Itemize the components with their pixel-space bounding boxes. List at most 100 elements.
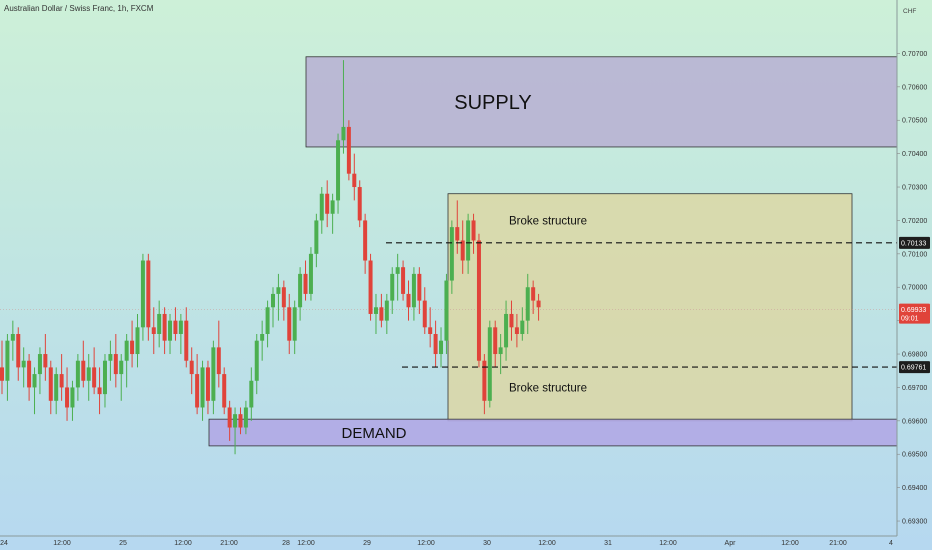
y-tick-label: 0.70100 (902, 251, 927, 258)
candle-body (59, 374, 64, 388)
candle (21, 347, 26, 388)
candle (162, 307, 167, 355)
x-tick-label: 24 (0, 540, 8, 547)
candle-body (189, 360, 194, 375)
candle (173, 307, 178, 341)
candle-body (222, 374, 227, 408)
candle-body (352, 173, 357, 188)
range-box (447, 193, 853, 422)
candle (341, 60, 346, 154)
candle (395, 253, 400, 301)
candle (227, 400, 232, 441)
candle-body (168, 320, 173, 341)
candle-body (298, 273, 303, 308)
candle-body (16, 334, 21, 368)
candle (531, 280, 536, 314)
candle-body (140, 260, 145, 328)
candle (292, 300, 297, 355)
candle (16, 327, 21, 381)
candle-body (102, 360, 107, 395)
candle-body (466, 220, 471, 261)
candle-body (482, 360, 487, 401)
candle (54, 367, 59, 415)
candle (189, 347, 194, 395)
candle (146, 253, 151, 341)
x-tick-label: 12:00 (417, 540, 435, 547)
candle (168, 313, 173, 355)
candle (43, 334, 48, 381)
candle (471, 213, 476, 254)
candle (276, 273, 281, 321)
candle (81, 340, 86, 388)
candle-body (97, 387, 102, 395)
candle (86, 354, 91, 401)
levels-layer (386, 242, 897, 368)
candle-body (536, 300, 541, 308)
candle (411, 267, 416, 321)
candle-body (254, 340, 259, 381)
candle (102, 354, 107, 408)
y-tick-label: 0.69400 (902, 485, 927, 492)
candle (70, 380, 75, 421)
x-tick-label: 28 (282, 540, 290, 547)
candle (265, 300, 270, 348)
candle (417, 267, 422, 314)
level-tag (899, 361, 930, 374)
candle (308, 247, 313, 301)
candle-body (243, 407, 248, 428)
candle (205, 360, 210, 415)
candle-body (363, 220, 368, 261)
candle (504, 300, 509, 361)
candle (357, 180, 362, 228)
candle-body (108, 354, 113, 361)
candle-body (346, 126, 351, 174)
candle (254, 334, 259, 395)
candle (476, 233, 481, 368)
x-tick-label: 25 (119, 540, 127, 547)
candle (373, 293, 378, 334)
x-tick-label: 29 (363, 540, 371, 547)
candle (260, 320, 265, 361)
candle (439, 327, 444, 368)
candle (48, 360, 53, 415)
candle-body (439, 340, 444, 355)
candle (460, 220, 465, 274)
candle-body (75, 360, 80, 388)
x-tick-label: 12:00 (297, 540, 315, 547)
candle-body (384, 300, 389, 321)
candle (379, 293, 384, 328)
candle (363, 213, 368, 274)
countdown-label: 09:01 (901, 316, 919, 323)
y-tick-label: 0.70000 (902, 285, 927, 292)
zones-layer: SUPPLY DEMAND (208, 56, 898, 447)
candle-body (43, 354, 48, 368)
candle-body (227, 407, 232, 428)
candle (466, 213, 471, 274)
candle-body (233, 414, 238, 428)
candle (298, 267, 303, 321)
x-tick-label: 21:00 (829, 540, 847, 547)
candle-body (37, 354, 42, 375)
candle-body (271, 293, 275, 308)
candle (536, 293, 541, 321)
candle (325, 180, 330, 228)
candle-body (455, 227, 460, 241)
y-tick-label: 0.69800 (902, 352, 927, 359)
candle (97, 367, 102, 415)
candle-body (476, 240, 481, 361)
candle (178, 313, 183, 355)
candle-body (92, 367, 97, 388)
level-tag (899, 236, 930, 249)
candle-body (157, 313, 162, 334)
candle-body (54, 374, 59, 401)
candle (135, 313, 140, 368)
candle-body (249, 380, 254, 408)
candle-body (200, 367, 205, 408)
x-tick-label: 12:00 (659, 540, 677, 547)
candle (455, 200, 460, 254)
x-tick-label: 12:00 (174, 540, 192, 547)
candle (406, 280, 411, 321)
candle-body (504, 313, 509, 348)
